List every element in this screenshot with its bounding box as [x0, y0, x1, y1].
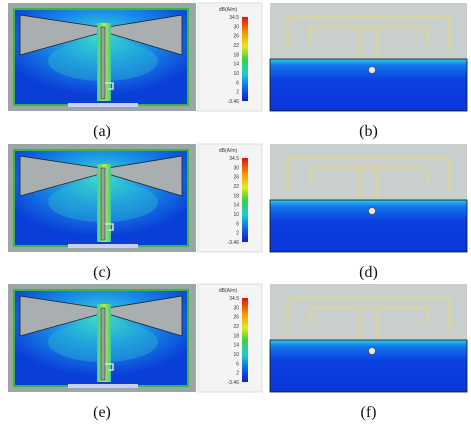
colorbar-tick-label: 2 — [236, 371, 239, 377]
colorbar-tick-label: 22 — [233, 184, 239, 190]
colorbar-tick-label: 10 — [233, 71, 239, 77]
colorbar-tick-label: 34.5 — [229, 15, 239, 21]
colorbar-tick-label: 30 — [233, 24, 239, 30]
colorbar-tick-label: 18 — [233, 193, 239, 199]
feed-strip — [100, 307, 106, 381]
colorbar-frame — [197, 283, 263, 393]
colorbar-tick-label: 18 — [233, 52, 239, 58]
side-field-image — [269, 144, 468, 253]
colorbar-tick-label: 26 — [233, 315, 239, 321]
colorbar-title: dB(A/m) — [219, 148, 238, 154]
colorbar-tick-label: 2 — [236, 231, 239, 237]
feed-strip — [100, 26, 106, 100]
panel-label: (e) — [93, 404, 111, 421]
colorbar-tick-label: 10 — [233, 212, 239, 218]
colorbar: dB(A/m) 34.5 30 26 22 18 14 10 6 2 -3.46 — [197, 2, 263, 112]
colorbar-title: dB(A/m) — [219, 7, 238, 13]
ground-slot — [68, 384, 138, 388]
colorbar-tick-label: 34.5 — [229, 296, 239, 302]
colorbar-tick-label: 30 — [233, 305, 239, 311]
antenna-field-image — [8, 284, 196, 392]
side-field-image — [269, 3, 468, 112]
feed-point — [368, 347, 376, 355]
colorbar-tick-label: 6 — [236, 361, 239, 367]
colorbar-tick-label: 14 — [233, 203, 239, 209]
colorbar-tick-label: 18 — [233, 333, 239, 339]
colorbar-title: dB(A/m) — [219, 288, 238, 294]
colorbar-scale — [242, 298, 248, 382]
ground-slot — [68, 103, 138, 107]
side-field-image — [269, 284, 468, 393]
feed-strip — [100, 167, 106, 241]
colorbar-tick-label: 10 — [233, 352, 239, 358]
ground-slot — [68, 244, 138, 248]
antenna-field-image — [8, 3, 196, 111]
colorbar-tick-label: 26 — [233, 175, 239, 181]
colorbar-tick-label: 30 — [233, 165, 239, 171]
field-region — [269, 58, 468, 112]
colorbar-tick-label: -3.46 — [228, 380, 240, 386]
antenna-outline — [286, 15, 451, 58]
colorbar-tick-label: 22 — [233, 324, 239, 330]
colorbar-scale — [242, 158, 248, 242]
colorbar: dB(A/m) 34.5 30 26 22 18 14 10 6 2 -3.46 — [197, 143, 263, 253]
colorbar-frame — [197, 143, 263, 253]
panel-label: (a) — [93, 123, 111, 140]
colorbar-scale — [242, 17, 248, 101]
colorbar-tick-label: -3.46 — [228, 99, 240, 105]
feed-stub — [105, 82, 114, 90]
panel-label: (d) — [359, 264, 378, 281]
feed-point — [368, 207, 376, 215]
antenna-field-image — [8, 144, 196, 252]
panel-label: (c) — [93, 264, 111, 281]
panel-label: (b) — [359, 123, 378, 140]
colorbar-frame — [197, 2, 263, 112]
colorbar-tick-label: 6 — [236, 221, 239, 227]
field-region — [269, 199, 468, 253]
feed-stub — [105, 363, 114, 371]
antenna-outline — [286, 296, 451, 339]
feed-point — [368, 66, 376, 74]
colorbar-tick-label: 26 — [233, 34, 239, 40]
antenna-outline — [286, 156, 451, 199]
colorbar-tick-label: 34.5 — [229, 156, 239, 162]
colorbar-tick-label: 14 — [233, 343, 239, 349]
colorbar-tick-label: 14 — [233, 62, 239, 68]
colorbar-tick-label: 22 — [233, 43, 239, 49]
feed-stub — [105, 223, 114, 231]
field-region — [269, 339, 468, 393]
colorbar-tick-label: 2 — [236, 90, 239, 96]
colorbar-tick-label: 6 — [236, 80, 239, 86]
panel-label: (f) — [361, 404, 377, 421]
colorbar-tick-label: -3.46 — [228, 240, 240, 246]
colorbar: dB(A/m) 34.5 30 26 22 18 14 10 6 2 -3.46 — [197, 283, 263, 393]
